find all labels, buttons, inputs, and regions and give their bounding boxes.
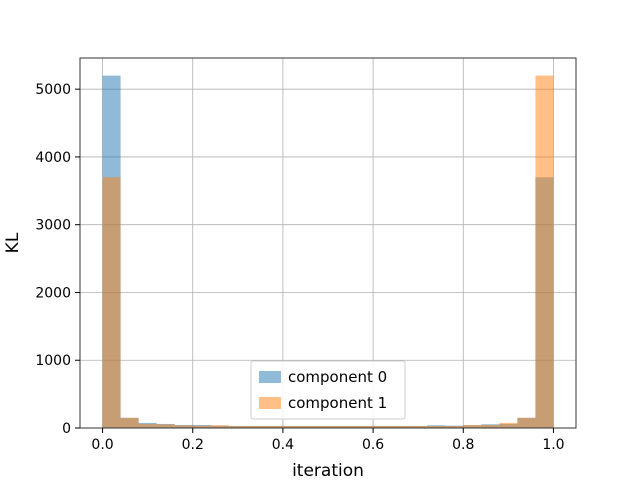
bar-component-1-bin-23 [517, 417, 536, 428]
bar-component-1-bin-15 [373, 425, 392, 428]
bar-component-1-bin-10 [282, 425, 301, 428]
bar-component-1-bin-19 [445, 425, 464, 428]
y-axis-label: KL [3, 232, 23, 253]
bar-component-1-bin-18 [427, 425, 446, 428]
bar-component-1-bin-9 [264, 425, 283, 428]
x-tick-label-1: 0.2 [182, 437, 204, 453]
x-tick-label-0: 0.0 [91, 437, 113, 453]
bar-component-1-bin-7 [228, 425, 247, 428]
bar-component-1-bin-16 [391, 425, 410, 428]
legend-swatch-1 [259, 397, 281, 409]
legend: component 0 component 1 [250, 360, 406, 420]
y-tick-label-3: 3000 [35, 218, 71, 234]
y-tick-label-4: 4000 [35, 150, 71, 166]
x-axis-label: iteration [292, 461, 364, 480]
bar-component-1-bin-6 [210, 425, 229, 428]
y-tick-label-0: 0 [62, 421, 71, 437]
bar-component-1-bin-24 [535, 75, 554, 428]
bar-component-1-bin-4 [174, 425, 193, 428]
axis-ticks: 0.0 0.2 0.4 0.6 0.8 1.0 0 1000 2000 3000 4000 5000 [35, 82, 564, 453]
y-tick-label-1: 1000 [35, 353, 71, 369]
bar-component-1-bin-13 [337, 425, 356, 428]
y-tick-label-2: 2000 [35, 285, 71, 301]
bar-component-1-bin-1 [120, 417, 139, 428]
x-tick-label-5: 1.0 [542, 437, 564, 453]
histogram-bars [102, 75, 554, 428]
bar-component-1-bin-20 [463, 424, 482, 428]
plot-frame [79, 57, 577, 429]
y-tick-label-5: 5000 [35, 82, 71, 98]
x-tick-label-2: 0.4 [272, 437, 294, 453]
bar-component-1-bin-14 [355, 425, 374, 428]
bar-component-1-bin-11 [300, 425, 319, 428]
bar-component-1-bin-0 [102, 177, 121, 428]
x-tick-label-3: 0.6 [362, 437, 384, 453]
bar-component-1-bin-22 [499, 422, 518, 428]
legend-label-1: component 1 [288, 394, 387, 412]
legend-label-0: component 0 [288, 368, 387, 386]
bar-component-1-bin-21 [481, 424, 500, 428]
bar-component-1-bin-5 [192, 425, 211, 428]
legend-swatch-0 [259, 371, 281, 383]
bar-component-1-bin-2 [138, 423, 157, 428]
legend-box [250, 360, 406, 420]
bar-component-1-bin-3 [156, 424, 175, 428]
bar-component-1-bin-12 [318, 425, 338, 428]
x-tick-label-4: 0.8 [452, 437, 474, 453]
bar-component-1-bin-17 [409, 425, 428, 428]
bar-component-1-bin-8 [246, 425, 265, 428]
